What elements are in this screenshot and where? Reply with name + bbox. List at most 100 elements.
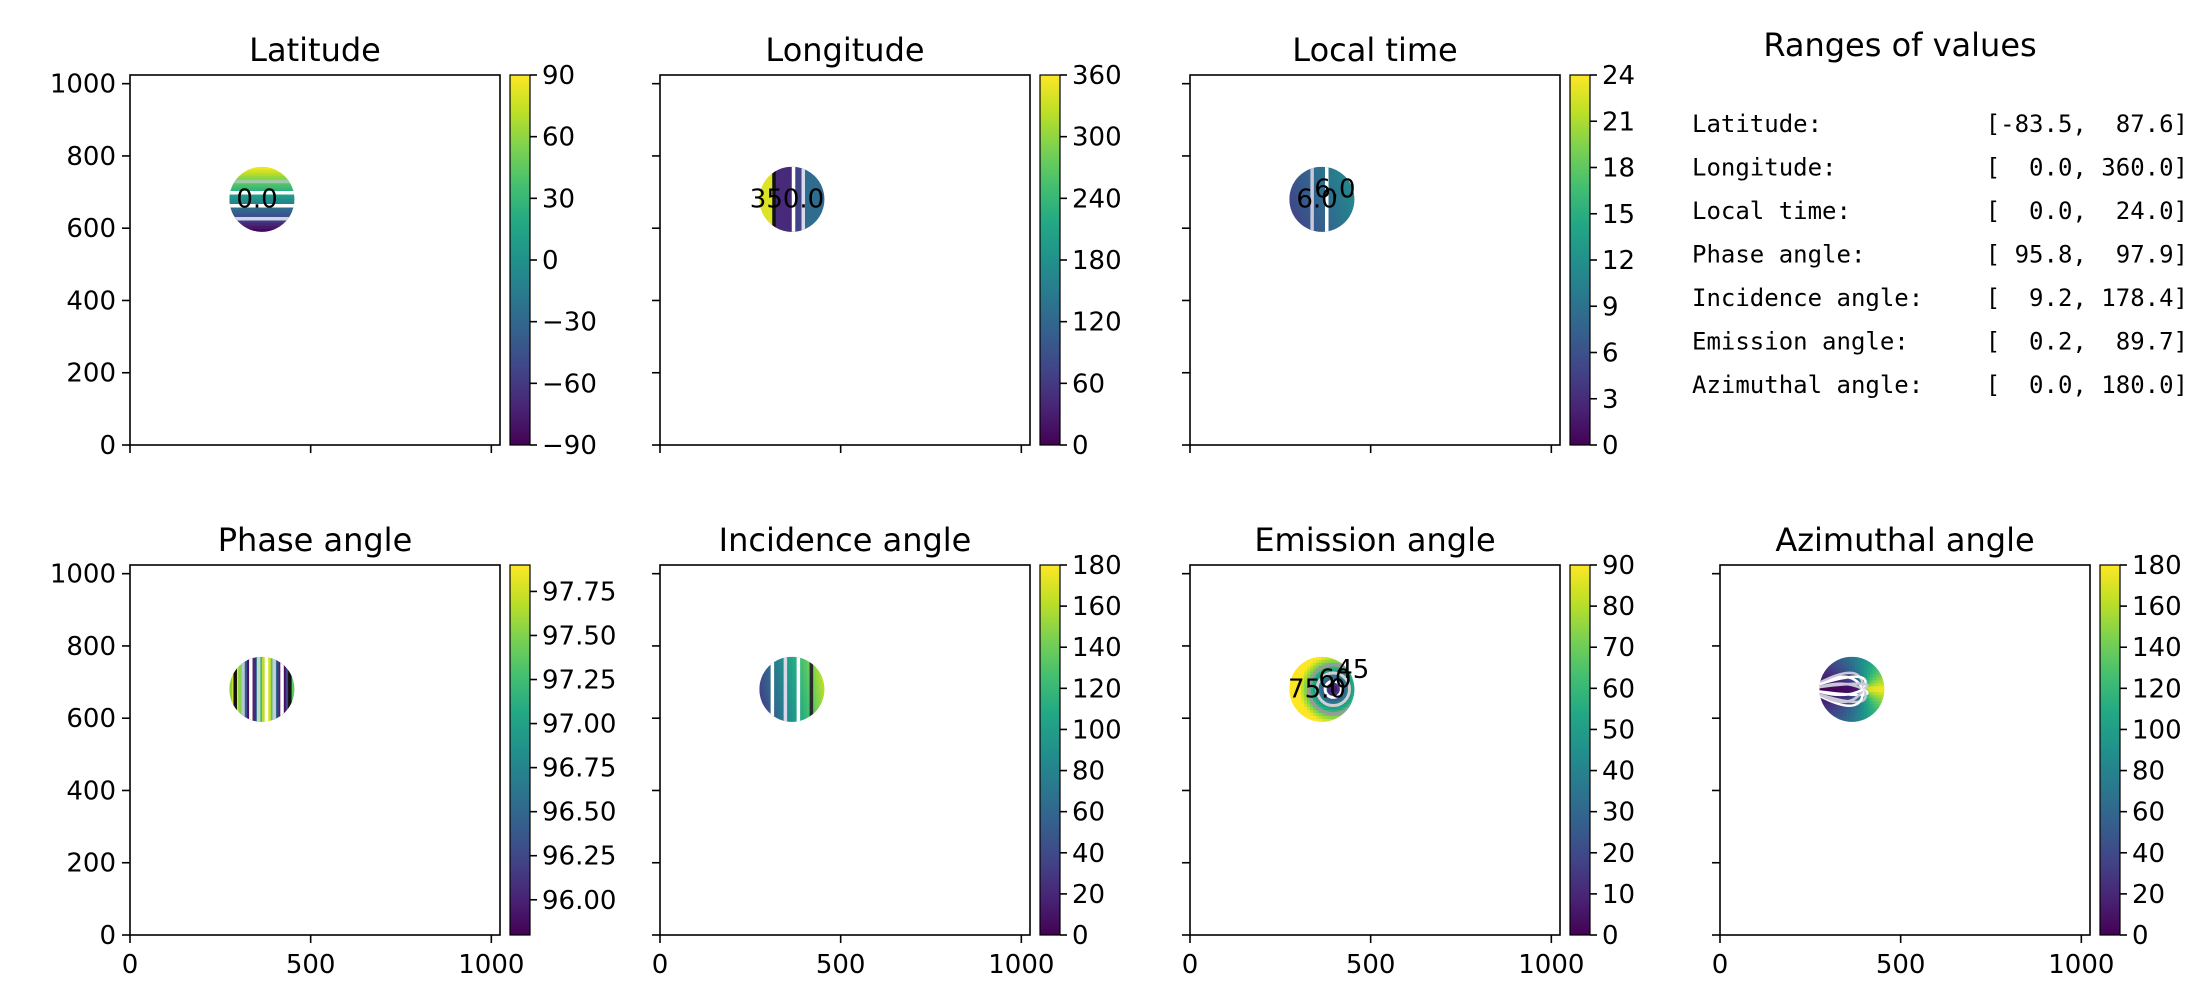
- colorbar-tick-label: 90: [1602, 551, 1635, 581]
- x-tick-label: 500: [1346, 950, 1396, 980]
- y-tick-label: 800: [66, 142, 116, 172]
- colorbar-tick-label: 3: [1602, 385, 1619, 415]
- colorbar: [1569, 564, 1591, 936]
- disk-image: [759, 656, 825, 722]
- colorbar-tick-label: 6: [1602, 339, 1619, 369]
- colorbar-tick-label: 0: [542, 246, 559, 276]
- colorbar-tick-label: 300: [1072, 123, 1122, 153]
- contour-label: 6.0: [1296, 184, 1337, 214]
- colorbar-tick-label: 60: [1602, 674, 1635, 704]
- colorbar-tick-label: 12: [1602, 246, 1635, 276]
- panel-local-time: Local time 6.06.0 24 21 18 15 12 9 6 3 0: [1182, 31, 1635, 461]
- y-tick-label: 0: [99, 921, 116, 951]
- colorbar-tick-label: 96.75: [542, 754, 616, 784]
- colorbar-tick-label: 30: [542, 184, 575, 214]
- x-tick-label: 500: [286, 950, 336, 980]
- colorbar-tick-label: 96.50: [542, 798, 616, 828]
- panel-incidence-angle: Incidence angle 0 500 1000 180 160 140 120 100 80…: [652, 521, 1122, 980]
- range-value: [ 0.0, 180.0]: [1986, 371, 2188, 399]
- y-tick-label: 800: [66, 632, 116, 662]
- y-tick-label: 0: [99, 431, 116, 461]
- colorbar-tick-label: 100: [1072, 715, 1122, 745]
- contour-label: 350.0: [750, 184, 824, 214]
- colorbar-tick-label: 96.00: [542, 886, 616, 916]
- colorbar-tick-label: 20: [1602, 839, 1635, 869]
- panel-title: Phase angle: [218, 521, 413, 559]
- disk-image: [1819, 656, 1885, 722]
- colorbar-tick-label: 0: [1602, 921, 1619, 951]
- colorbar-tick-label: 70: [1602, 633, 1635, 663]
- colorbar: [509, 564, 531, 936]
- colorbar-tick-label: 15: [1602, 200, 1635, 230]
- colorbar-tick-label: 180: [1072, 246, 1122, 276]
- range-label: Latitude:: [1692, 110, 1822, 138]
- colorbar-tick-label: 40: [1602, 757, 1635, 787]
- colorbar-tick-label: 20: [2132, 880, 2165, 910]
- colorbar-tick-label: 0: [1072, 431, 1089, 461]
- contour-line: [1819, 688, 1869, 697]
- range-value: [ 0.0, 24.0]: [1986, 197, 2188, 225]
- x-tick-label: 1000: [458, 950, 524, 980]
- colorbar: [509, 74, 531, 446]
- contour-line: [1315, 671, 1352, 708]
- disk-image: [229, 656, 295, 722]
- colorbar-tick-label: 360: [1072, 61, 1122, 91]
- x-tick-label: 0: [122, 950, 139, 980]
- panel-title: Latitude: [249, 31, 381, 69]
- y-tick-label: 600: [66, 704, 116, 734]
- y-tick-label: 1000: [50, 560, 116, 590]
- colorbar-tick-label: 180: [1072, 551, 1122, 581]
- colorbar-tick-label: 120: [2132, 674, 2182, 704]
- axes-frame: [1189, 564, 1561, 936]
- panel-longitude: Longitude 350.0 360 300 240 180 120 60 0: [652, 31, 1122, 461]
- axes-frame: [129, 74, 501, 446]
- colorbar-tick-label: 40: [2132, 839, 2165, 869]
- range-value: [ 0.0, 360.0]: [1986, 154, 2188, 182]
- colorbar-tick-label: 160: [1072, 592, 1122, 622]
- contour-line: [1819, 682, 1869, 691]
- colorbar: [1039, 564, 1061, 936]
- colorbar-tick-label: 20: [1072, 880, 1105, 910]
- colorbar-tick-label: 180: [2132, 551, 2182, 581]
- colorbar-tick-label: 80: [1072, 757, 1105, 787]
- colorbar-tick-label: 60: [542, 123, 575, 153]
- colorbar-tick-label: 24: [1602, 61, 1635, 91]
- colorbar-tick-label: 97.75: [542, 577, 616, 607]
- colorbar-tick-label: 60: [2132, 798, 2165, 828]
- colorbar-tick-label: 0: [1072, 921, 1089, 951]
- panel-phase-angle: Phase angle 0 200 400 600 800 1000 0 500 1000 97.7…: [50, 521, 617, 980]
- colorbar-tick-label: 140: [1072, 633, 1122, 663]
- colorbar-tick-label: 140: [2132, 633, 2182, 663]
- colorbar: [1569, 74, 1591, 446]
- range-label: Incidence angle:: [1692, 284, 1923, 312]
- panel-title: Incidence angle: [719, 521, 972, 559]
- axes-frame: [129, 564, 501, 936]
- colorbar-tick-label: 100: [2132, 715, 2182, 745]
- disk-image: [759, 166, 825, 232]
- panel-azimuthal-angle: Azimuthal angle 0 500 1000 180 160 140 120 100 80…: [1712, 521, 2182, 980]
- colorbar-tick-label: 60: [1072, 798, 1105, 828]
- y-tick-label: 400: [66, 776, 116, 806]
- colorbar-tick-label: 60: [1072, 369, 1105, 399]
- contour-label: 0.0: [236, 184, 277, 214]
- contour-line: [1819, 688, 1864, 697]
- colorbar-tick-label: 120: [1072, 308, 1122, 338]
- colorbar-tick-label: 0: [2132, 921, 2149, 951]
- colorbar-tick-label: 160: [2132, 592, 2182, 622]
- range-label: Longitude:: [1692, 154, 1837, 182]
- contour-line: [1819, 675, 1867, 690]
- colorbar-tick-label: 240: [1072, 184, 1122, 214]
- disk-image: [1289, 656, 1355, 722]
- ranges-of-values: Ranges of values Latitude: [-83.5, 87.6] L…: [1692, 26, 2188, 399]
- axes-frame: [659, 74, 1031, 446]
- range-value: [ 95.8, 97.9]: [1986, 241, 2188, 269]
- panel-title: Azimuthal angle: [1775, 521, 2034, 559]
- range-label: Phase angle:: [1692, 241, 1865, 269]
- range-label: Emission angle:: [1692, 328, 1909, 356]
- contour-label: 45: [1336, 655, 1369, 685]
- range-label: Local time:: [1692, 197, 1851, 225]
- colorbar-tick-label: −90: [542, 431, 597, 461]
- colorbar-tick-label: 80: [1602, 592, 1635, 622]
